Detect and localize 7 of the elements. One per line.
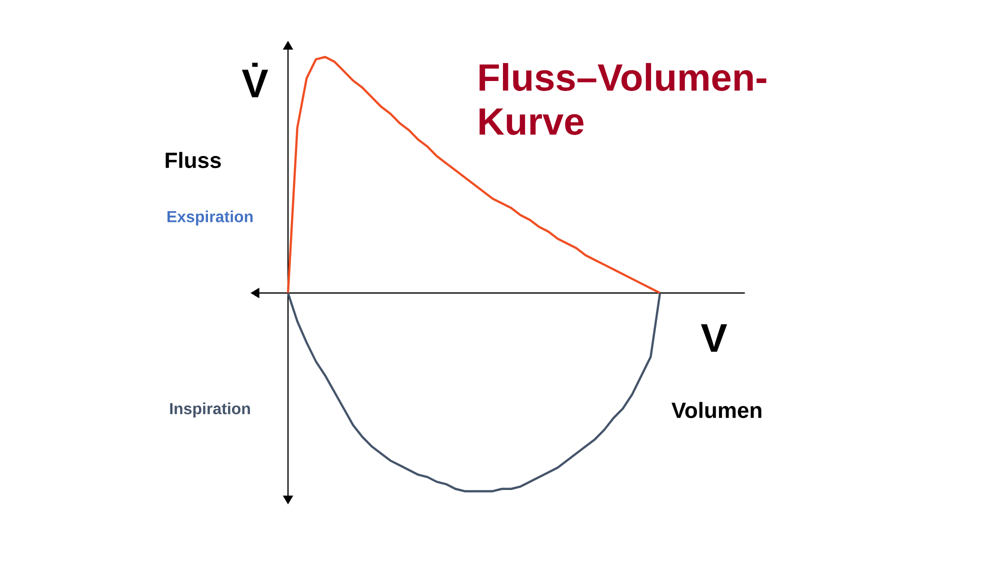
text: Fluss <box>166 152 221 168</box>
text: Fluss–Volumen-Kurve <box>480 63 766 135</box>
text: Volumen <box>672 402 762 418</box>
x-axis-title: V <box>700 324 728 352</box>
text: Inspiration <box>170 402 250 418</box>
y-axis-title: V̇ <box>242 62 268 98</box>
text: Exspiration <box>168 210 253 226</box>
